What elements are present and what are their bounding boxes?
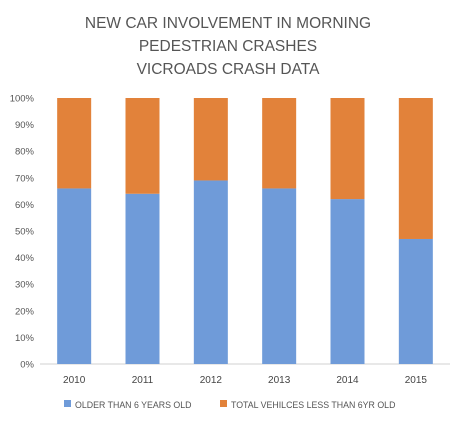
- y-tick-label: 10%: [15, 333, 35, 344]
- y-tick-label: 90%: [15, 120, 35, 131]
- x-tick-label: 2014: [336, 375, 359, 386]
- bar-newer-2013: [262, 98, 297, 189]
- chart-title: NEW CAR INVOLVEMENT IN MORNING PEDESTRIA…: [85, 15, 371, 78]
- x-tick-label: 2013: [268, 375, 291, 386]
- legend: OLDER THAN 6 YEARS OLD TOTAL VEHILCES LES…: [64, 400, 395, 410]
- bar-older-2013: [262, 188, 297, 364]
- chart-title-line-2: PEDESTRIAN CRASHES: [139, 38, 317, 55]
- y-tick-label: 0%: [20, 360, 34, 371]
- x-tick-label: 2010: [63, 375, 86, 386]
- bar-older-2014: [330, 199, 365, 364]
- x-tick-label: 2012: [200, 375, 223, 386]
- chart-title-line-1: NEW CAR INVOLVEMENT IN MORNING: [85, 15, 371, 32]
- bar-newer-2015: [398, 98, 433, 239]
- y-tick-label: 80%: [15, 147, 35, 158]
- y-tick-label: 20%: [15, 306, 35, 317]
- bar-newer-2011: [125, 98, 160, 194]
- y-tick-label: 40%: [15, 253, 35, 264]
- x-tick-label: 2011: [132, 375, 154, 386]
- bar-older-2011: [125, 193, 160, 364]
- bar-newer-2014: [330, 98, 365, 200]
- bar-newer-2010: [57, 98, 92, 189]
- bar-older-2012: [193, 180, 228, 364]
- x-axis-labels: 2010 2011 2012 2013 2014 2015: [63, 375, 427, 386]
- legend-label: TOTAL VEHILCES LESS THAN 6YR OLD: [231, 400, 395, 410]
- y-tick-label: 70%: [15, 173, 35, 184]
- y-tick-label: 30%: [15, 280, 35, 291]
- axes: 0% 10% 20% 30% 40% 50% 60% 70% 80% 90% 100%: [10, 94, 450, 371]
- y-tick-label: 50%: [15, 227, 35, 238]
- legend-swatch: [64, 400, 71, 407]
- y-tick-label: 60%: [15, 200, 35, 211]
- x-tick-label: 2015: [405, 375, 428, 386]
- bars: [57, 98, 433, 364]
- legend-label: OLDER THAN 6 YEARS OLD: [75, 400, 192, 410]
- chart-title-line-3: VICROADS CRASH DATA: [137, 61, 321, 78]
- bar-older-2010: [57, 188, 92, 364]
- bar-newer-2012: [193, 98, 228, 181]
- legend-swatch: [220, 400, 227, 407]
- y-tick-label: 100%: [10, 94, 35, 105]
- bar-older-2015: [398, 238, 433, 364]
